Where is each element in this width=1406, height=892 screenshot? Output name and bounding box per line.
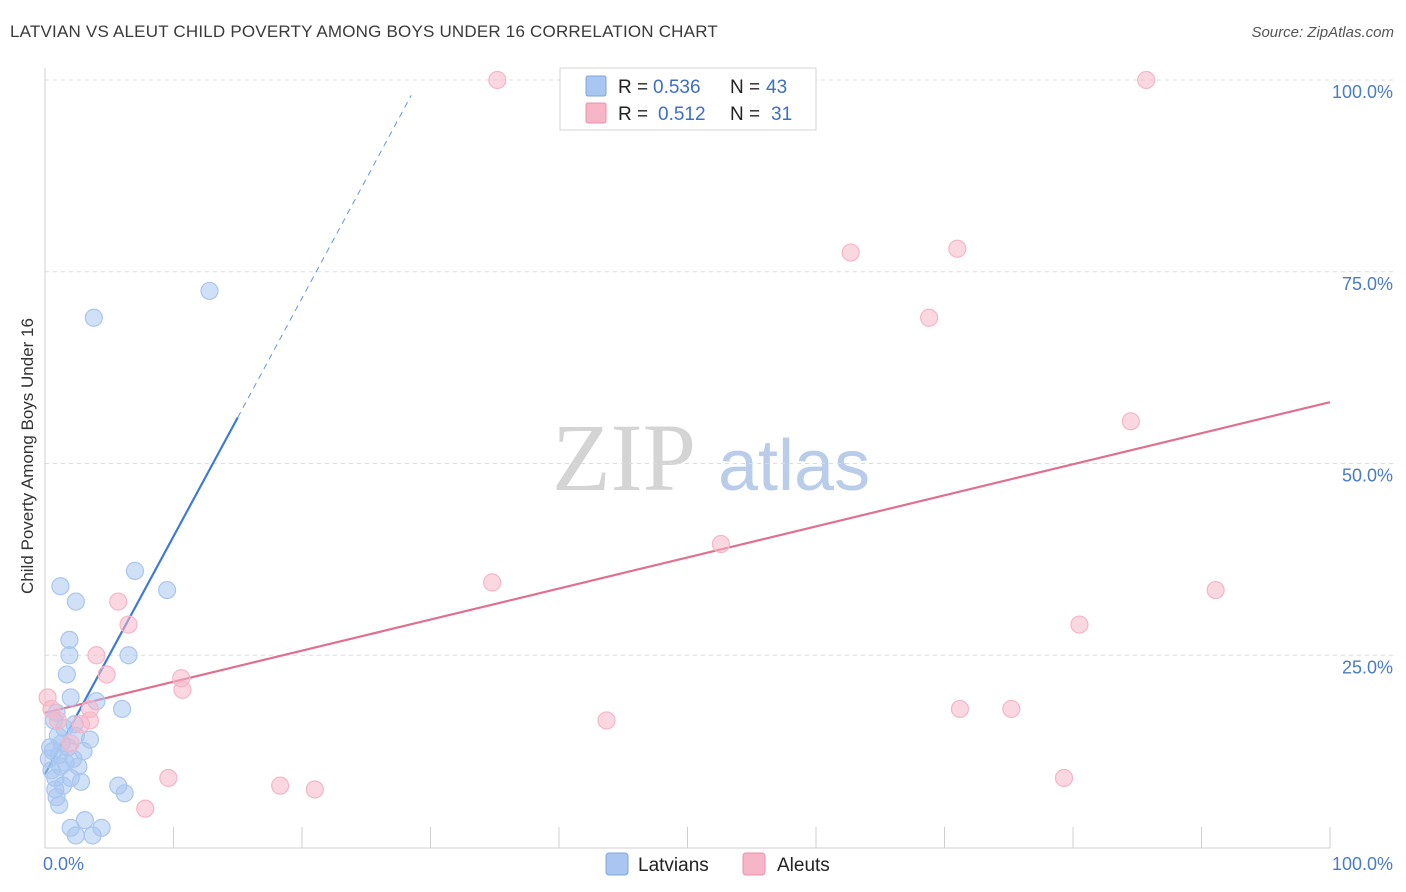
data-point-aleuts bbox=[1054, 768, 1074, 788]
data-point-latvians bbox=[66, 826, 85, 845]
x-tick-label: 100.0% bbox=[1332, 854, 1393, 874]
series-swatch-aleuts bbox=[742, 852, 766, 876]
data-point-aleuts bbox=[1206, 580, 1225, 600]
data-point-latvians bbox=[112, 699, 132, 719]
trend-line-latvians bbox=[44, 416, 239, 775]
data-point-aleuts bbox=[841, 243, 860, 262]
data-point-aleuts bbox=[119, 615, 138, 634]
legend-r-value-latvians: 0.536 bbox=[653, 77, 701, 98]
data-point-aleuts bbox=[173, 680, 192, 699]
legend-r-value-aleuts: 0.512 bbox=[658, 104, 706, 125]
watermark-zip: ZIP bbox=[552, 404, 696, 511]
data-point-aleuts bbox=[61, 734, 80, 753]
data-point-latvians bbox=[115, 784, 134, 803]
data-point-aleuts bbox=[109, 592, 128, 611]
y-tick-label: 25.0% bbox=[1342, 657, 1393, 677]
data-point-latvians bbox=[84, 308, 103, 327]
data-point-latvians bbox=[47, 788, 66, 807]
data-point-aleuts bbox=[483, 573, 502, 592]
data-point-latvians bbox=[119, 646, 138, 665]
data-point-aleuts bbox=[159, 768, 178, 788]
stats-legend: R = 0.536 N = 43 R = 0.512 N = 31 bbox=[559, 67, 817, 131]
watermark-atlas: atlas bbox=[718, 426, 870, 506]
data-point-aleuts bbox=[950, 699, 970, 719]
data-point-aleuts bbox=[305, 780, 324, 799]
data-point-aleuts bbox=[48, 711, 67, 730]
data-point-latvians bbox=[57, 665, 76, 684]
data-point-aleuts bbox=[97, 665, 116, 684]
data-point-aleuts bbox=[597, 711, 616, 730]
y-axis-label: Child Poverty Among Boys Under 16 bbox=[18, 318, 37, 594]
legend-r-label: R = bbox=[618, 77, 648, 98]
tick-labels: 25.0% 50.0% 75.0% 100.0% 0.0% 100.0% bbox=[43, 82, 1393, 874]
data-point-aleuts bbox=[1070, 615, 1089, 634]
series-aleuts bbox=[38, 70, 1225, 818]
legend-swatch-latvians bbox=[585, 75, 607, 97]
data-point-aleuts bbox=[136, 799, 155, 818]
legend-n-label: N = bbox=[730, 77, 760, 98]
trend-lines bbox=[44, 95, 1331, 775]
trend-line-aleuts bbox=[44, 401, 1331, 714]
legend-r-label: R = bbox=[618, 104, 648, 125]
data-point-latvians bbox=[69, 757, 88, 776]
data-point-latvians bbox=[80, 730, 100, 749]
data-point-latvians bbox=[92, 818, 111, 837]
data-point-latvians bbox=[71, 772, 91, 791]
y-tick-label: 50.0% bbox=[1342, 466, 1393, 486]
series-label-aleuts: Aleuts bbox=[777, 855, 830, 876]
data-point-aleuts bbox=[1002, 699, 1021, 719]
y-tick-label: 100.0% bbox=[1332, 82, 1393, 102]
data-point-aleuts bbox=[919, 308, 939, 327]
data-point-latvians bbox=[66, 592, 85, 611]
data-point-aleuts bbox=[80, 711, 100, 730]
axes bbox=[44, 68, 1331, 849]
series-label-latvians: Latvians bbox=[638, 855, 709, 876]
data-point-latvians bbox=[60, 646, 79, 665]
grid-lines bbox=[45, 79, 1395, 656]
data-point-aleuts bbox=[488, 70, 507, 90]
data-point-latvians bbox=[51, 577, 70, 596]
trend-extension-latvians bbox=[237, 95, 412, 418]
legend-n-value-aleuts: 31 bbox=[771, 104, 792, 125]
data-points bbox=[38, 70, 1225, 845]
series-swatch-latvians bbox=[605, 852, 629, 876]
legend-n-label: N = bbox=[730, 104, 760, 125]
data-point-aleuts bbox=[271, 776, 290, 795]
data-point-latvians bbox=[60, 630, 79, 650]
data-point-aleuts bbox=[711, 534, 731, 554]
data-point-aleuts bbox=[948, 239, 967, 258]
chart-title: LATVIAN VS ALEUT CHILD POVERTY AMONG BOY… bbox=[10, 22, 718, 41]
data-point-aleuts bbox=[1121, 412, 1140, 431]
source-label: Source: ZipAtlas.com bbox=[1251, 24, 1394, 41]
x-tick-label: 0.0% bbox=[43, 854, 84, 874]
legend-n-value-latvians: 43 bbox=[766, 77, 787, 98]
data-point-latvians bbox=[125, 561, 145, 580]
data-point-latvians bbox=[200, 281, 219, 301]
y-tick-label: 75.0% bbox=[1342, 274, 1393, 294]
legend-swatch-aleuts bbox=[585, 102, 607, 124]
data-point-latvians bbox=[61, 688, 80, 707]
data-point-aleuts bbox=[1137, 70, 1156, 90]
series-latvians bbox=[39, 281, 219, 845]
data-point-latvians bbox=[75, 811, 94, 830]
series-legend: Latvians Aleuts bbox=[605, 852, 830, 876]
data-point-latvians bbox=[157, 580, 177, 600]
data-point-aleuts bbox=[87, 646, 106, 665]
